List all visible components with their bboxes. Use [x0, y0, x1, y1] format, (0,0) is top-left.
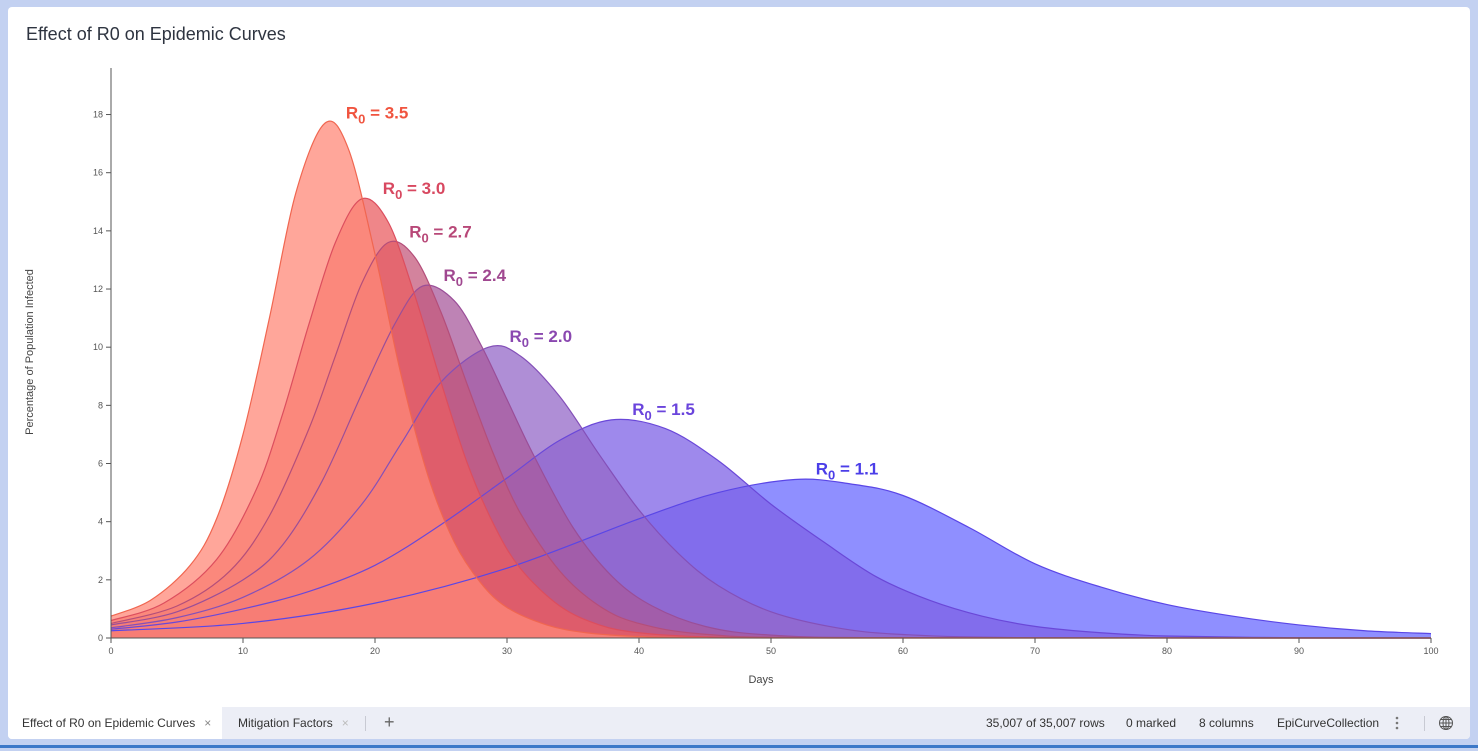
x-tick-label: 20 [370, 646, 380, 656]
y-tick-label: 18 [93, 110, 103, 120]
tab-effect-of-r0[interactable]: Effect of R0 on Epidemic Curves × [8, 707, 222, 739]
more-vertical-icon[interactable] [1394, 707, 1400, 751]
y-tick-label: 4 [98, 517, 103, 527]
column-count: 8 columns [1199, 716, 1254, 730]
close-icon[interactable]: × [341, 716, 349, 730]
add-tab-button[interactable]: + [384, 712, 395, 732]
line-r0-2.4 [110, 284, 1432, 639]
divider [365, 716, 366, 731]
x-tick-label: 100 [1423, 646, 1438, 656]
y-tick-label: 14 [93, 226, 103, 236]
row-count: 35,007 of 35,007 rows [986, 716, 1105, 730]
tab-label: Mitigation Factors [238, 716, 333, 730]
data-table-name[interactable]: EpiCurveCollection [1277, 716, 1380, 730]
x-tick-label: 60 [898, 646, 908, 656]
line-r0-2.0 [110, 344, 1432, 639]
y-tick-label: 16 [93, 168, 103, 178]
y-tick-label: 8 [98, 400, 103, 410]
x-tick-label: 30 [502, 646, 512, 656]
label-r0-3.5: R0 = 3.5 [346, 103, 409, 126]
tab-label: Effect of R0 on Epidemic Curves [22, 716, 196, 730]
x-tick-label: 40 [634, 646, 644, 656]
label-r0-3.0: R0 = 3.0 [383, 179, 446, 202]
y-tick-label: 12 [93, 284, 103, 294]
divider [1424, 716, 1425, 731]
tab-mitigation-factors[interactable]: Mitigation Factors × [238, 707, 349, 739]
page-tab-bar: Effect of R0 on Epidemic Curves × Mitigat… [8, 707, 1470, 739]
y-tick-label: 2 [98, 575, 103, 585]
y-tick-label: 6 [98, 459, 103, 469]
y-tick-label: 10 [93, 342, 103, 352]
line-r0-2.7 [110, 240, 1432, 639]
x-tick-label: 50 [766, 646, 776, 656]
x-tick-label: 0 [108, 646, 113, 656]
label-r0-2.7: R0 = 2.7 [409, 222, 472, 245]
y-tick-label: 0 [98, 633, 103, 643]
label-r0-2.0: R0 = 2.0 [510, 327, 573, 350]
close-icon[interactable]: × [204, 716, 212, 730]
label-r0-2.4: R0 = 2.4 [444, 266, 507, 289]
label-r0-1.5: R0 = 1.5 [632, 400, 695, 423]
marked-count: 0 marked [1126, 716, 1177, 730]
x-tick-label: 10 [238, 646, 248, 656]
page-title: Effect of R0 on Epidemic Curves [26, 24, 286, 44]
window-border [0, 745, 1478, 748]
y-axis-label: Percentage of Population Infected [24, 269, 36, 435]
x-axis-label: Days [748, 674, 774, 686]
line-r0-1.5 [110, 418, 1432, 639]
x-tick-label: 80 [1162, 646, 1172, 656]
globe-icon[interactable] [1438, 707, 1454, 751]
area-r0-3.5[interactable] [111, 121, 1431, 638]
x-tick-label: 90 [1294, 646, 1304, 656]
epidemic-curves-chart: 0 2 4 6 8 10 12 14 16 18 0 10 20 30 40 50 60 70 80 90 100 R0… [24, 68, 1439, 686]
label-r0-1.1: R0 = 1.1 [816, 460, 879, 483]
x-tick-label: 70 [1030, 646, 1040, 656]
line-r0-1.1 [110, 478, 1432, 635]
